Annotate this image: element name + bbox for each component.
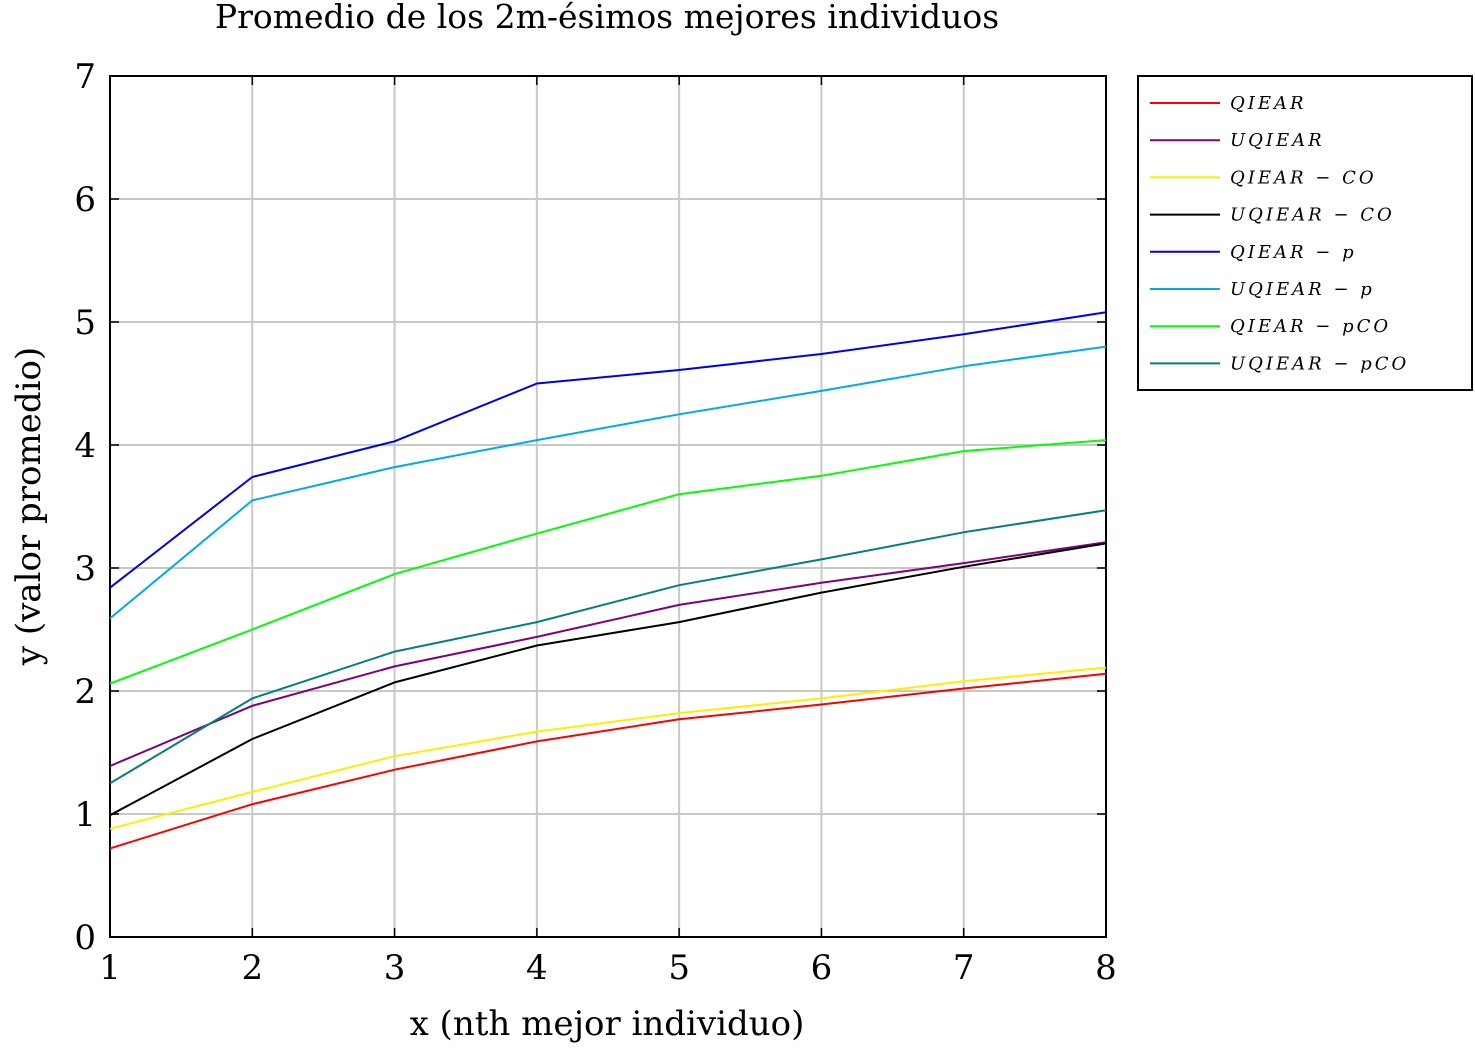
y-tick-label: 1 bbox=[74, 795, 96, 835]
legend-label: QIEAR − pCO bbox=[1230, 316, 1391, 337]
series-line-6 bbox=[109, 439, 1107, 685]
legend-label: QIEAR bbox=[1230, 93, 1307, 114]
legend-label: UQIEAR − p bbox=[1230, 279, 1375, 300]
y-tick-label: 3 bbox=[74, 549, 96, 589]
x-tick-label: 7 bbox=[953, 948, 975, 988]
legend-label: UQIEAR − CO bbox=[1230, 205, 1395, 226]
y-tick-label: 0 bbox=[74, 918, 96, 958]
legend-box bbox=[1137, 75, 1473, 391]
grid bbox=[110, 76, 1106, 937]
x-tick-label: 4 bbox=[526, 948, 548, 988]
x-axis: 1 2 3 4 5 6 7 8 bbox=[99, 76, 1117, 988]
legend-label: QIEAR − CO bbox=[1230, 167, 1377, 188]
x-tick-label: 1 bbox=[99, 948, 121, 988]
series-line-4 bbox=[109, 311, 1107, 589]
y-tick-label: 6 bbox=[74, 180, 96, 220]
series-line-3 bbox=[109, 542, 1107, 817]
series-line-5 bbox=[109, 345, 1107, 620]
legend: QIEAR UQIEAR QIEAR − CO UQIEAR − CO QIEAR − … bbox=[1137, 75, 1473, 391]
plot-frame bbox=[109, 75, 1107, 938]
series-line-2 bbox=[109, 666, 1107, 830]
legend-label: QIEAR − p bbox=[1230, 242, 1357, 263]
series-line-1 bbox=[109, 541, 1107, 767]
series-lines bbox=[109, 311, 1107, 850]
legend-label: UQIEAR bbox=[1230, 130, 1325, 151]
x-axis-title: x (nth mejor individuo) bbox=[410, 1004, 805, 1044]
series-line-7 bbox=[109, 509, 1107, 785]
y-tick-label: 7 bbox=[74, 57, 96, 97]
legend-label: UQIEAR − pCO bbox=[1230, 353, 1409, 374]
x-tick-label: 3 bbox=[384, 948, 406, 988]
legend-items: QIEAR UQIEAR QIEAR − CO UQIEAR − CO QIEAR − … bbox=[1150, 93, 1409, 374]
y-axis: 0 1 2 3 4 5 6 7 bbox=[74, 57, 1106, 958]
y-tick-label: 2 bbox=[74, 672, 96, 712]
chart-title: Promedio de los 2m-ésimos mejores indivi… bbox=[215, 0, 999, 36]
x-tick-label: 5 bbox=[668, 948, 690, 988]
y-tick-label: 4 bbox=[74, 426, 96, 466]
series-line-0 bbox=[109, 672, 1107, 850]
x-tick-label: 6 bbox=[811, 948, 833, 988]
y-tick-label: 5 bbox=[74, 303, 96, 343]
x-tick-label: 8 bbox=[1095, 948, 1117, 988]
x-tick-label: 2 bbox=[241, 948, 263, 988]
y-axis-title: y (valor promedio) bbox=[9, 347, 49, 666]
